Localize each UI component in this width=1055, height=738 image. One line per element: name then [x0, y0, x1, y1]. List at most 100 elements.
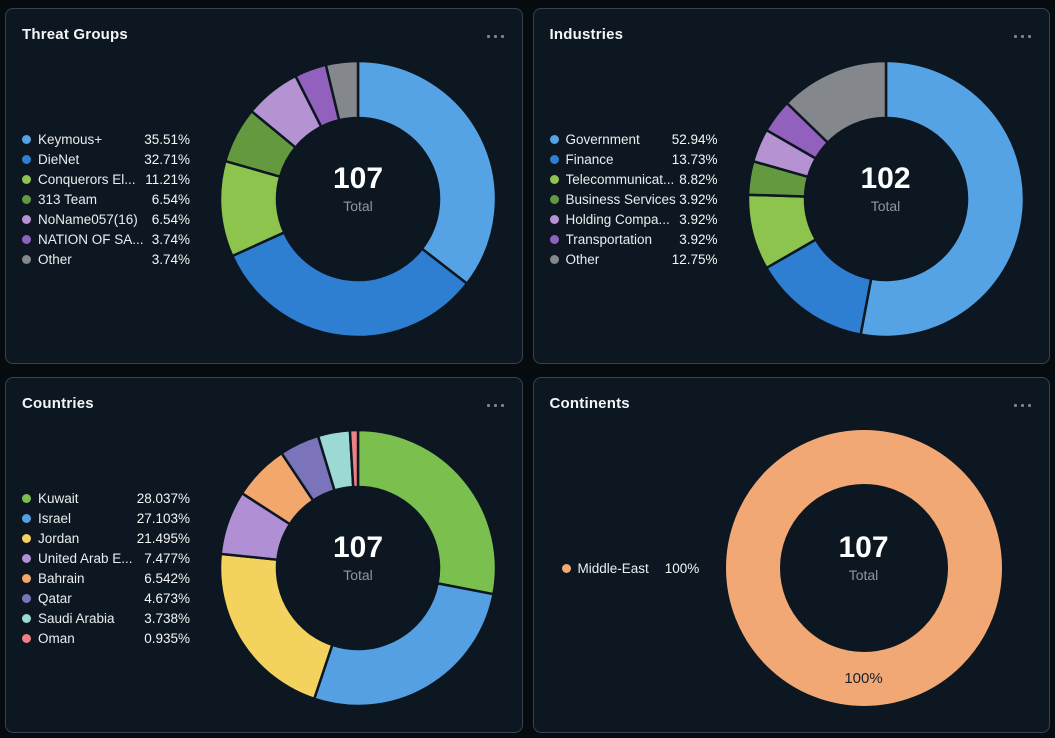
legend-value: 28.037%	[136, 490, 190, 506]
legend-item-keymous[interactable]: Keymous+ 35.51%	[22, 129, 190, 149]
legend-value: 3.738%	[144, 610, 190, 626]
donut-chart: 107 Total	[213, 54, 503, 344]
legend-item-middle-east[interactable]: Middle-East 100%	[561, 558, 700, 578]
legend-value: 52.94%	[671, 131, 718, 147]
legend-label: Government	[565, 131, 640, 147]
legend-dot-icon	[549, 134, 559, 144]
legend-value: 21.495%	[136, 530, 190, 546]
legend-dot-icon	[549, 154, 559, 164]
legend-value: 11.21%	[145, 171, 190, 187]
legend-label: Business Services	[565, 191, 676, 207]
legend-item-dienet[interactable]: DieNet 32.71%	[22, 149, 190, 169]
legend-label: DieNet	[38, 151, 80, 167]
legend-item-transportation[interactable]: Transportation 3.92%	[549, 229, 718, 249]
legend-value: 7.477%	[144, 550, 190, 566]
legend-label: Other	[38, 251, 72, 267]
donut-slice-other[interactable]	[785, 59, 887, 144]
donut-slice-keymous[interactable]	[356, 59, 498, 285]
legend-item-other[interactable]: Other 3.74%	[22, 249, 190, 269]
legend-dot-icon	[22, 214, 31, 224]
legend-dot-icon	[561, 563, 571, 573]
legend-item-other[interactable]: Other 12.75%	[549, 249, 718, 269]
donut-slice-middle-east[interactable]	[725, 430, 1002, 706]
legend-dot-icon	[22, 134, 31, 144]
donut-slice-israel[interactable]	[312, 582, 495, 708]
legend-dot-icon	[22, 254, 31, 264]
legend-value: 3.74%	[151, 231, 190, 247]
legend-item-business-services[interactable]: Business Services 3.92%	[549, 189, 718, 209]
legend-label: 313 Team	[38, 191, 98, 207]
legend-item-noname057-16[interactable]: NoName057(16) 6.54%	[22, 209, 190, 229]
panel-title: Industries	[549, 26, 624, 43]
donut-chart: 107 Total	[213, 423, 503, 713]
legend-item-united-arab-e[interactable]: United Arab E... 7.477%	[22, 548, 190, 568]
donut-slice-kuwait[interactable]	[356, 428, 498, 596]
legend-label: Holding Compa...	[565, 211, 670, 227]
legend-dot-icon	[22, 533, 31, 543]
legend-label: Israel	[38, 510, 72, 526]
legend-dot-icon	[22, 593, 31, 603]
donut-slice-government[interactable]	[858, 59, 1025, 339]
legend-item-conquerors-el[interactable]: Conquerors El... 11.21%	[22, 169, 190, 189]
legend-dot-icon	[549, 194, 559, 204]
legend-label: Bahrain	[38, 570, 85, 586]
legend-label: Keymous+	[38, 131, 103, 147]
legend-item-holding-compa[interactable]: Holding Compa... 3.92%	[549, 209, 718, 229]
legend-item-israel[interactable]: Israel 27.103%	[22, 508, 190, 528]
legend-value: 100%	[664, 560, 700, 576]
legend-item-finance[interactable]: Finance 13.73%	[549, 149, 718, 169]
legend-item-kuwait[interactable]: Kuwait 28.037%	[22, 488, 190, 508]
legend-value: 4.673%	[144, 590, 190, 606]
legend-value: 3.74%	[151, 251, 190, 267]
legend-label: United Arab E...	[38, 550, 133, 566]
legend-dot-icon	[22, 493, 31, 503]
donut-slice-dienet[interactable]	[231, 231, 469, 339]
legend-dot-icon	[549, 174, 559, 184]
legend-value: 6.542%	[144, 570, 190, 586]
legend-dot-icon	[549, 214, 559, 224]
legend-label: Jordan	[38, 530, 80, 546]
legend-value: 35.51%	[144, 131, 190, 147]
donut-slice-jordan[interactable]	[218, 552, 334, 701]
legend-dot-icon	[549, 234, 559, 244]
legend: Government 52.94% Finance 13.73% Telecommuni…	[549, 129, 718, 269]
legend-item-saudi-arabia[interactable]: Saudi Arabia 3.738%	[22, 608, 190, 628]
legend-dot-icon	[549, 254, 559, 264]
legend-dot-icon	[22, 633, 31, 643]
ellipsis-icon[interactable]	[483, 400, 508, 411]
ellipsis-icon[interactable]	[483, 31, 508, 42]
panel-title: Threat Groups	[22, 26, 128, 43]
legend-value: 32.71%	[144, 151, 190, 167]
donut-chart: 102 Total	[741, 54, 1031, 344]
legend-dot-icon	[22, 513, 31, 523]
legend-item-jordan[interactable]: Jordan 21.495%	[22, 528, 190, 548]
legend-item-qatar[interactable]: Qatar 4.673%	[22, 588, 190, 608]
legend-item-nation-of-sa[interactable]: NATION OF SA... 3.74%	[22, 229, 190, 249]
legend-value: 27.103%	[136, 510, 190, 526]
legend-value: 3.92%	[679, 191, 718, 207]
legend-value: 3.92%	[679, 211, 718, 227]
legend-dot-icon	[22, 573, 31, 583]
legend-label: Qatar	[38, 590, 72, 606]
ellipsis-icon[interactable]	[1010, 400, 1035, 411]
legend-item-government[interactable]: Government 52.94%	[549, 129, 718, 149]
legend-item-313-team[interactable]: 313 Team 6.54%	[22, 189, 190, 209]
panel-industries: Industries Government 52.94% Finance 13.73%…	[532, 8, 1050, 364]
donut-slice-other[interactable]	[324, 59, 360, 122]
legend-item-oman[interactable]: Oman 0.935%	[22, 628, 190, 648]
legend-dot-icon	[22, 154, 31, 164]
legend-label: Conquerors El...	[38, 171, 136, 187]
legend-label: Saudi Arabia	[38, 610, 115, 626]
ellipsis-icon[interactable]	[1010, 31, 1035, 42]
legend-item-telecommunicat[interactable]: Telecommunicat... 8.82%	[549, 169, 718, 189]
legend-label: NoName057(16)	[38, 211, 138, 227]
legend-value: 12.75%	[671, 251, 718, 267]
legend: Middle-East 100%	[561, 558, 700, 578]
panel-continents: Continents Middle-East 100% 107 Total 100…	[532, 377, 1050, 733]
legend-item-bahrain[interactable]: Bahrain 6.542%	[22, 568, 190, 588]
legend-dot-icon	[22, 174, 31, 184]
donut-slice-oman[interactable]	[348, 428, 360, 489]
legend-label: Middle-East	[577, 560, 649, 576]
legend-label: Other	[565, 251, 600, 267]
